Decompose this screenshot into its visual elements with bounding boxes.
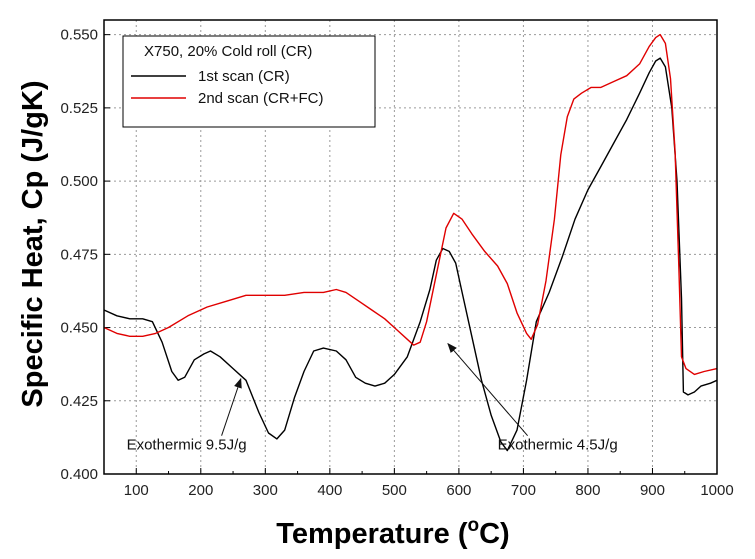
x-tick-label: 300 [253, 482, 278, 499]
x-axis-title: Temperature (oC) [276, 515, 509, 550]
annotations: Exothermic 9.5J/g Exothermic 4.5J/g [127, 342, 618, 454]
y-tick-labels: 0.400 0.425 0.450 0.475 0.500 0.525 0.550 [60, 27, 98, 483]
annotation-text-1: Exothermic 9.5J/g [127, 437, 247, 454]
y-tick-label: 0.550 [60, 27, 98, 44]
y-axis-title: Specific Heat, Cp (J/gK) [17, 80, 49, 407]
y-tick-label: 0.475 [60, 246, 98, 263]
annotation-text-2: Exothermic 4.5J/g [498, 437, 618, 454]
x-tick-label: 1000 [700, 482, 733, 499]
x-tick-label: 900 [640, 482, 665, 499]
legend-title: X750, 20% Cold roll (CR) [144, 43, 312, 60]
axis-ticks [103, 34, 718, 475]
legend: X750, 20% Cold roll (CR) 1st scan (CR) 2… [122, 35, 376, 128]
x-tick-label: 400 [317, 482, 342, 499]
legend-label-1st-scan: 1st scan (CR) [198, 68, 290, 85]
y-tick-label: 0.525 [60, 100, 98, 117]
x-tick-label: 800 [575, 482, 600, 499]
y-tick-label: 0.500 [60, 173, 98, 190]
annotation-arrow-2 [447, 342, 528, 437]
x-tick-label: 200 [188, 482, 213, 499]
y-tick-label: 0.425 [60, 393, 98, 410]
y-tick-label: 0.450 [60, 320, 98, 337]
legend-label-2nd-scan: 2nd scan (CR+FC) [198, 90, 323, 107]
series-lines [103, 33, 718, 452]
x-tick-labels: 100 200 300 400 500 600 700 800 900 1000 [124, 482, 734, 499]
legend-box [122, 35, 376, 128]
y-tick-label: 0.400 [60, 466, 98, 483]
x-tick-label: 500 [382, 482, 407, 499]
series-line-1 [103, 57, 718, 452]
x-tick-label: 100 [124, 482, 149, 499]
x-tick-label: 700 [511, 482, 536, 499]
series-line-2 [103, 33, 718, 376]
annotation-arrow-1 [221, 377, 242, 436]
x-tick-label: 600 [446, 482, 471, 499]
plot-frame [103, 19, 718, 475]
